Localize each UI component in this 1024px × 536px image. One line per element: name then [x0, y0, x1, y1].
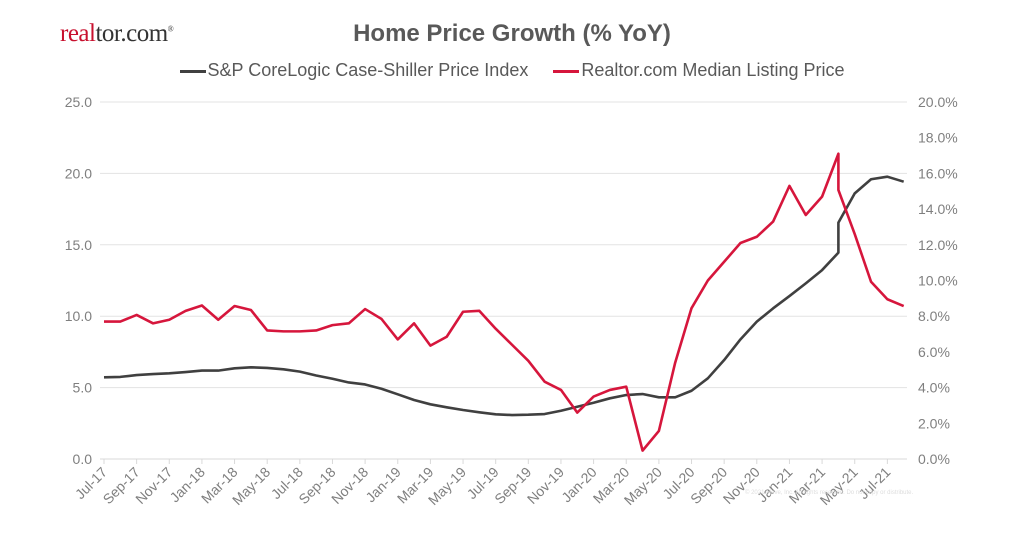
x-tick-label: Nov-18: [328, 464, 371, 507]
series-line-realtor: [104, 152, 905, 452]
legend-label: S&P CoreLogic Case-Shiller Price Index: [207, 60, 529, 80]
legend-label: Realtor.com Median Listing Price: [581, 60, 845, 80]
x-tick-label: Nov-20: [720, 464, 763, 507]
series-line-case-shiller: [103, 175, 905, 417]
x-tick-label: Jul-21: [855, 464, 893, 502]
y-right-tick-label: 2.0%: [918, 415, 950, 431]
logo-red-text: real: [60, 20, 96, 47]
y-right-tick-label: 4.0%: [918, 380, 950, 396]
logo-dark-text: tor.com: [95, 20, 168, 47]
y-left-tick-label: 0.0: [73, 451, 93, 467]
y-left-tick-label: 5.0: [73, 380, 93, 396]
y-right-tick-label: 12.0%: [918, 237, 958, 253]
y-left-tick-label: 25.0: [65, 94, 92, 110]
y-right-tick-label: 20.0%: [918, 94, 958, 110]
x-tick-label: Nov-17: [132, 464, 175, 507]
logo-mark: ®: [167, 24, 174, 34]
realtor-logo: realtor.com®: [60, 20, 174, 48]
y-right-tick-label: 14.0%: [918, 201, 958, 217]
watermark: © 2021 Move, Inc. All rights reserved. D…: [745, 490, 914, 496]
y-left-tick-label: 10.0: [65, 308, 92, 324]
legend-swatch: [179, 69, 206, 73]
y-right-tick-label: 8.0%: [918, 308, 950, 324]
y-right-tick-label: 16.0%: [918, 165, 958, 181]
chart-title: Home Price Growth (% YoY): [353, 20, 671, 47]
y-right-tick-label: 18.0%: [918, 130, 958, 146]
y-right-tick-label: 0.0%: [918, 451, 950, 467]
legend: S&P CoreLogic Case-Shiller Price Index R…: [0, 60, 1024, 81]
y-right-tick-label: 6.0%: [918, 344, 950, 360]
legend-swatch: [553, 69, 580, 73]
y-left-tick-label: 20.0: [65, 165, 92, 181]
legend-item-case-shiller: S&P CoreLogic Case-Shiller Price Index: [179, 60, 529, 81]
y-right-tick-label: 10.0%: [918, 273, 958, 289]
legend-item-realtor: Realtor.com Median Listing Price: [553, 60, 844, 81]
x-tick-label: Nov-19: [524, 464, 567, 507]
y-left-tick-label: 15.0: [65, 237, 92, 253]
